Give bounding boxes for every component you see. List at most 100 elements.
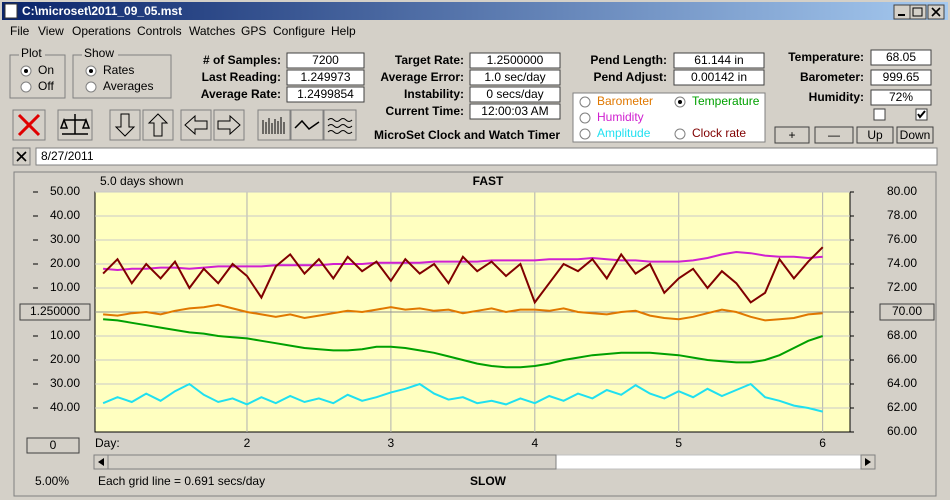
date-field[interactable]	[35, 147, 938, 166]
zero-button[interactable]	[26, 437, 80, 454]
legend-label[interactable]: Clock rate	[692, 126, 746, 140]
field-value: 7200	[312, 53, 339, 67]
button-label: —	[828, 128, 840, 142]
check-mark	[917, 110, 926, 119]
window-title: C:\microset\2011_09_05.mst	[22, 4, 182, 18]
x-tick-label: 6	[819, 436, 826, 450]
footer: Each grid line = 0.691 secs/day	[98, 474, 265, 488]
series-line	[102, 246, 824, 305]
y2-tick-label: 78.00	[887, 208, 917, 222]
y-tick-label: 20.00	[50, 256, 80, 270]
down-icon	[114, 113, 136, 137]
x-tick-label: 5	[675, 436, 682, 450]
x-tick-label: 3	[388, 436, 395, 450]
menu-item[interactable]: Controls	[137, 24, 182, 38]
button[interactable]	[814, 126, 854, 144]
y2-tick-label: 74.00	[887, 256, 917, 270]
menu-item[interactable]: Watches	[189, 24, 235, 38]
menu-item[interactable]: GPS	[241, 24, 266, 38]
legend-label[interactable]: Barometer	[597, 94, 653, 108]
group-title: Show	[84, 46, 114, 60]
up-icon	[147, 113, 169, 137]
legend-label[interactable]: Humidity	[597, 110, 644, 124]
y-tick-label: 10.00	[50, 280, 80, 294]
radio[interactable]	[20, 81, 32, 93]
maximize[interactable]	[909, 4, 927, 20]
field-value: 1.249973	[300, 70, 350, 84]
radio-dot	[678, 100, 682, 104]
line-button[interactable]	[290, 109, 324, 141]
menu-item[interactable]: View	[38, 24, 64, 38]
menu-item[interactable]: Operations	[72, 24, 131, 38]
y-tick-label: 40.00	[50, 208, 80, 222]
y-tick-label: 30.00	[50, 232, 80, 246]
scrollbar[interactable]	[93, 454, 876, 470]
line-icon	[294, 119, 320, 131]
radio-label[interactable]: Averages	[103, 79, 153, 93]
app-icon	[4, 3, 18, 19]
button[interactable]	[896, 126, 934, 144]
minimize[interactable]	[893, 4, 911, 20]
field-label: Instability:	[404, 87, 464, 101]
field-value: 72%	[889, 90, 913, 104]
group-gap	[19, 48, 45, 60]
radio-label[interactable]: Rates	[103, 63, 134, 77]
close-glyph	[931, 7, 941, 17]
y2-center-label: 70.00	[892, 304, 922, 318]
group-box	[72, 54, 172, 99]
button[interactable]	[774, 126, 810, 144]
field-label: Humidity:	[809, 90, 864, 104]
field-value: 1.2499854	[297, 87, 354, 101]
radio-label[interactable]: Off	[38, 79, 54, 93]
field-value: 61.144 in	[694, 53, 743, 67]
series-line	[103, 303, 823, 322]
center-button[interactable]	[19, 303, 91, 321]
app-name: MicroSet Clock and Watch Timer	[374, 128, 560, 142]
legend-label[interactable]: Amplitude	[597, 126, 651, 140]
y-tick-label: 50.00	[50, 184, 80, 198]
left-button[interactable]	[180, 109, 212, 141]
field-label: Pend Length:	[590, 53, 667, 67]
radio[interactable]	[674, 128, 686, 140]
y2-center-button[interactable]	[879, 303, 935, 321]
scroll-thumb[interactable]	[107, 454, 557, 470]
window-controls[interactable]	[893, 4, 945, 20]
buttons: + — Up Down	[774, 126, 934, 144]
field-value: 12:00:03 AM	[481, 104, 548, 118]
left-icon	[184, 114, 208, 136]
radio[interactable]	[579, 96, 591, 108]
zero-button-label: 0	[50, 438, 57, 452]
up-button[interactable]	[142, 109, 174, 141]
radio[interactable]	[579, 128, 591, 140]
field-box	[870, 69, 932, 86]
x-tick-label: 4	[531, 436, 538, 450]
field-box	[469, 103, 561, 120]
menu-bar: File View Operations Controls Watches GPS Conf…	[10, 24, 356, 38]
down-button[interactable]	[109, 109, 141, 141]
menu-item[interactable]: File	[10, 24, 30, 38]
legend-label[interactable]: Temperature	[692, 94, 760, 108]
button-label: Up	[867, 128, 883, 142]
button[interactable]	[856, 126, 894, 144]
radio-label[interactable]: On	[38, 63, 54, 77]
radio[interactable]	[579, 112, 591, 124]
radio[interactable]	[85, 81, 97, 93]
field-value: 1.2500000	[487, 53, 544, 67]
fields: # of Samples: 7200 Last Reading: 1.249973 Av…	[201, 49, 932, 120]
title-bar	[2, 2, 948, 20]
wave-icon	[327, 118, 353, 134]
checkbox[interactable]	[873, 108, 886, 121]
balance-icon	[59, 114, 91, 135]
field-value: 0 secs/day	[486, 87, 543, 101]
scroll-left-glyph	[98, 458, 104, 466]
y2-tick-label: 66.00	[887, 352, 917, 366]
y2-tick-label: 76.00	[887, 232, 917, 246]
y2-tick-label: 68.00	[887, 328, 917, 342]
field-box	[870, 49, 932, 66]
menu-item[interactable]: Help	[331, 24, 356, 38]
menu-item[interactable]: Configure	[273, 24, 325, 38]
field-value: 999.65	[883, 70, 920, 84]
right-button[interactable]	[213, 109, 245, 141]
series-box	[572, 92, 766, 143]
